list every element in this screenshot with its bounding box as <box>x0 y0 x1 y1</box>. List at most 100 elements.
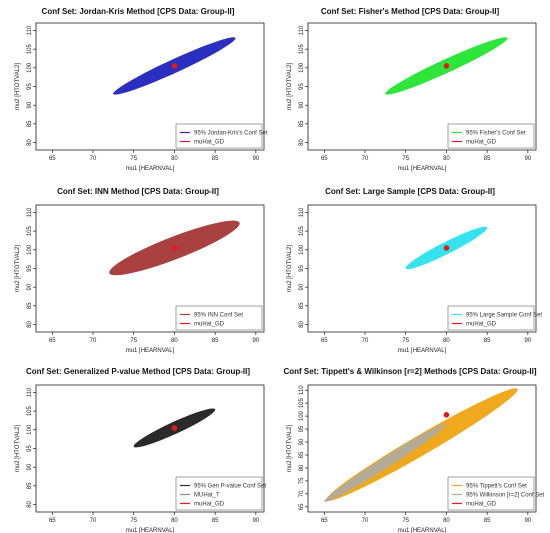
chart-title: Conf Set: Fisher's Method [CPS Data: Gro… <box>321 7 500 16</box>
y-tick-label: 85 <box>299 451 305 458</box>
legend-entry-label: 95% Fisher's Conf Set <box>466 131 526 137</box>
legend-entry-label: 95% INN Conf Set <box>194 313 243 319</box>
x-tick-label: 65 <box>321 156 328 162</box>
x-axis-label: mu1 [HEARNVAL] <box>398 348 447 354</box>
legend-box <box>447 305 535 331</box>
y-axis-label: mu2 [HTOTVAL2] <box>287 245 293 292</box>
y-tick-label: 110 <box>299 207 305 217</box>
x-axis: 65 70 75 80 85 90 <box>321 150 532 162</box>
x-tick-label: 80 <box>443 156 450 162</box>
y-tick-label: 105 <box>299 397 305 408</box>
y-axis: 80 85 90 95 100 105 110 <box>299 207 308 328</box>
y-tick-label: 95 <box>27 265 33 272</box>
y-tick-label: 90 <box>27 463 33 470</box>
x-tick-label: 90 <box>253 518 260 524</box>
x-tick-label: 65 <box>49 156 56 162</box>
point-series-2-1 <box>171 63 178 69</box>
y-axis-label: mu2 [HTOTVAL2] <box>15 425 21 472</box>
y-tick-label: 110 <box>27 25 33 35</box>
chart-title: Conf Set: Generalized P-value Method [CP… <box>26 367 250 376</box>
x-axis-label: mu1 [HEARNVAL] <box>126 348 175 354</box>
chart-panel-3: Conf Set: INN Method [CPS Data: Group-II… <box>15 187 265 354</box>
legend-entry-label: muHat_GD <box>194 322 225 328</box>
point-series-3-1 <box>171 425 178 431</box>
legend: 95% INN Conf Set muHat_GD <box>175 305 263 331</box>
chart-panel-1: Conf Set: Jordan-Kris Method [CPS Data: … <box>15 7 268 172</box>
x-axis: 65 70 75 80 85 90 <box>49 332 260 344</box>
chart-panel-6: Conf Set: Tippett's & Wilkinson [r=2] Me… <box>283 367 544 533</box>
y-tick-label: 105 <box>27 43 33 54</box>
y-tick-label: 90 <box>27 283 33 290</box>
x-axis: 65 70 75 80 85 90 <box>49 512 260 524</box>
legend-entry-label: muHat_GD <box>194 502 225 508</box>
legend-entry-label: 95% Jordan-Kris's Conf Set <box>194 131 268 137</box>
x-tick-label: 85 <box>212 156 219 162</box>
x-tick-label: 75 <box>130 518 137 524</box>
point-series-2-1 <box>443 63 450 69</box>
x-tick-label: 85 <box>484 338 491 344</box>
chart-title: Conf Set: INN Method [CPS Data: Group-II… <box>57 187 219 196</box>
x-axis-label: mu1 [HEARNVAL] <box>126 528 175 533</box>
y-tick-label: 105 <box>299 43 305 54</box>
chart-panel-5: Conf Set: Generalized P-value Method [CP… <box>15 367 266 533</box>
x-tick-label: 70 <box>90 338 97 344</box>
y-tick-label: 95 <box>299 425 305 432</box>
legend: 95% Tippett's Conf Set 95% Wilkinson [r=2… <box>447 476 545 511</box>
chart-title: Conf Set: Large Sample [CPS Data: Group-… <box>325 187 495 196</box>
chart-title: Conf Set: Tippett's & Wilkinson [r=2] Me… <box>283 367 536 376</box>
x-tick-label: 90 <box>525 518 532 524</box>
point-series-3-1 <box>443 412 450 418</box>
point-series-2-1 <box>171 245 178 251</box>
plot-content <box>109 220 240 276</box>
legend-entry-label: 95% Large Sample Conf Set <box>466 313 542 319</box>
legend-entry-label: muHat_GD <box>194 140 225 146</box>
y-tick-label: 110 <box>27 387 33 397</box>
y-tick-label: 75 <box>299 477 305 484</box>
legend-entry-label: muHat_GD <box>466 322 497 328</box>
x-tick-label: 90 <box>525 338 532 344</box>
y-axis: 80 85 90 95 100 105 110 <box>27 25 36 146</box>
chart-title: Conf Set: Jordan-Kris Method [CPS Data: … <box>42 7 235 16</box>
plot-content <box>405 226 488 270</box>
y-tick-label: 70 <box>299 490 305 497</box>
x-tick-label: 70 <box>362 518 369 524</box>
x-tick-label: 70 <box>90 156 97 162</box>
legend-entry-label: muHat_GD <box>466 502 497 508</box>
y-tick-label: 105 <box>27 405 33 416</box>
x-tick-label: 65 <box>49 518 56 524</box>
y-axis-label: mu2 [HTOTVAL2] <box>15 245 21 292</box>
x-tick-label: 70 <box>362 156 369 162</box>
x-tick-label: 90 <box>253 156 260 162</box>
y-axis-label: mu2 [HTOTVAL2] <box>15 63 21 110</box>
conf-region-series-2 <box>324 423 447 502</box>
x-axis: 65 70 75 80 85 90 <box>321 332 532 344</box>
x-tick-label: 80 <box>171 338 178 344</box>
y-tick-label: 95 <box>299 83 305 90</box>
chart-panel-4: Conf Set: Large Sample [CPS Data: Group-… <box>287 187 542 354</box>
x-axis: 65 70 75 80 85 90 <box>321 512 532 524</box>
legend-box <box>447 123 535 149</box>
legend-entry-label: 95% Wilkinson [r=2] Conf Set <box>466 493 545 499</box>
y-tick-label: 100 <box>299 410 305 421</box>
y-tick-label: 100 <box>27 62 33 73</box>
y-tick-label: 85 <box>27 302 33 309</box>
legend-box <box>175 476 263 511</box>
x-tick-label: 80 <box>171 518 178 524</box>
plot-content <box>133 408 216 448</box>
y-tick-label: 80 <box>299 321 305 328</box>
legend-entry-label: muHat_GD <box>466 140 497 146</box>
x-tick-label: 75 <box>402 156 409 162</box>
y-axis: 80 85 90 95 100 105 110 <box>299 25 308 146</box>
y-tick-label: 100 <box>299 244 305 255</box>
y-axis-label: mu2 [HTOTVAL2] <box>287 63 293 110</box>
y-tick-label: 65 <box>299 503 305 510</box>
chart-panel-2: Conf Set: Fisher's Method [CPS Data: Gro… <box>287 7 537 172</box>
x-tick-label: 75 <box>402 338 409 344</box>
x-axis: 65 70 75 80 85 90 <box>49 150 260 162</box>
legend: 95% Large Sample Conf Set muHat_GD <box>447 305 542 331</box>
x-tick-label: 85 <box>212 518 219 524</box>
y-tick-label: 90 <box>299 283 305 290</box>
y-tick-label: 105 <box>299 225 305 236</box>
x-tick-label: 85 <box>484 518 491 524</box>
